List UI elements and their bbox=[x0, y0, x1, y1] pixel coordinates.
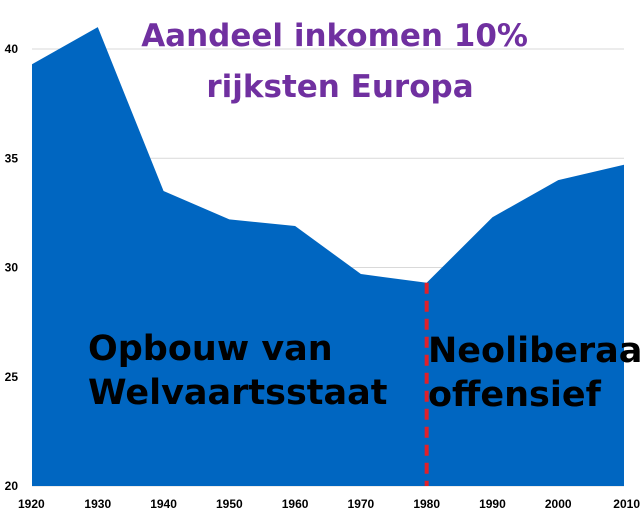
chart-title: Aandeel inkomen 10% rijksten Europa bbox=[141, 18, 539, 105]
x-tick-label: 1960 bbox=[282, 497, 309, 511]
x-tick-label: 2010 bbox=[613, 497, 640, 511]
annotation-opbouw-line-2: Welvaartsstaat bbox=[88, 373, 388, 413]
annotation-neoliberaal-line-1: Neoliberaal bbox=[428, 331, 642, 371]
x-axis-tick-labels: 1920 1930 1940 1950 1960 1970 1980 1990 2000 2010 bbox=[18, 497, 640, 511]
x-tick-label: 1990 bbox=[479, 497, 506, 511]
x-tick-label: 1920 bbox=[18, 497, 45, 511]
title-line-2: rijksten Europa bbox=[206, 69, 473, 105]
y-tick-label: 30 bbox=[5, 261, 19, 275]
y-tick-label: 40 bbox=[5, 42, 19, 56]
title-line-1: Aandeel inkomen 10% bbox=[141, 18, 528, 54]
annotation-neoliberaal: Neoliberaal offensief bbox=[428, 331, 642, 415]
area-series bbox=[32, 27, 624, 487]
y-tick-label: 25 bbox=[5, 370, 19, 384]
x-tick-label: 1980 bbox=[413, 497, 440, 511]
x-tick-label: 2000 bbox=[545, 497, 572, 511]
x-tick-label: 1950 bbox=[216, 497, 243, 511]
annotation-opbouw: Opbouw van Welvaartsstaat bbox=[88, 329, 388, 413]
annotation-opbouw-line-1: Opbouw van bbox=[88, 329, 333, 369]
y-axis-tick-labels: 20 25 30 35 40 bbox=[5, 42, 19, 493]
x-tick-label: 1930 bbox=[84, 497, 111, 511]
x-tick-label: 1970 bbox=[348, 497, 375, 511]
y-tick-label: 20 bbox=[5, 479, 19, 493]
y-tick-label: 35 bbox=[5, 151, 19, 165]
x-tick-label: 1940 bbox=[150, 497, 177, 511]
annotation-neoliberaal-line-2: offensief bbox=[428, 375, 602, 415]
